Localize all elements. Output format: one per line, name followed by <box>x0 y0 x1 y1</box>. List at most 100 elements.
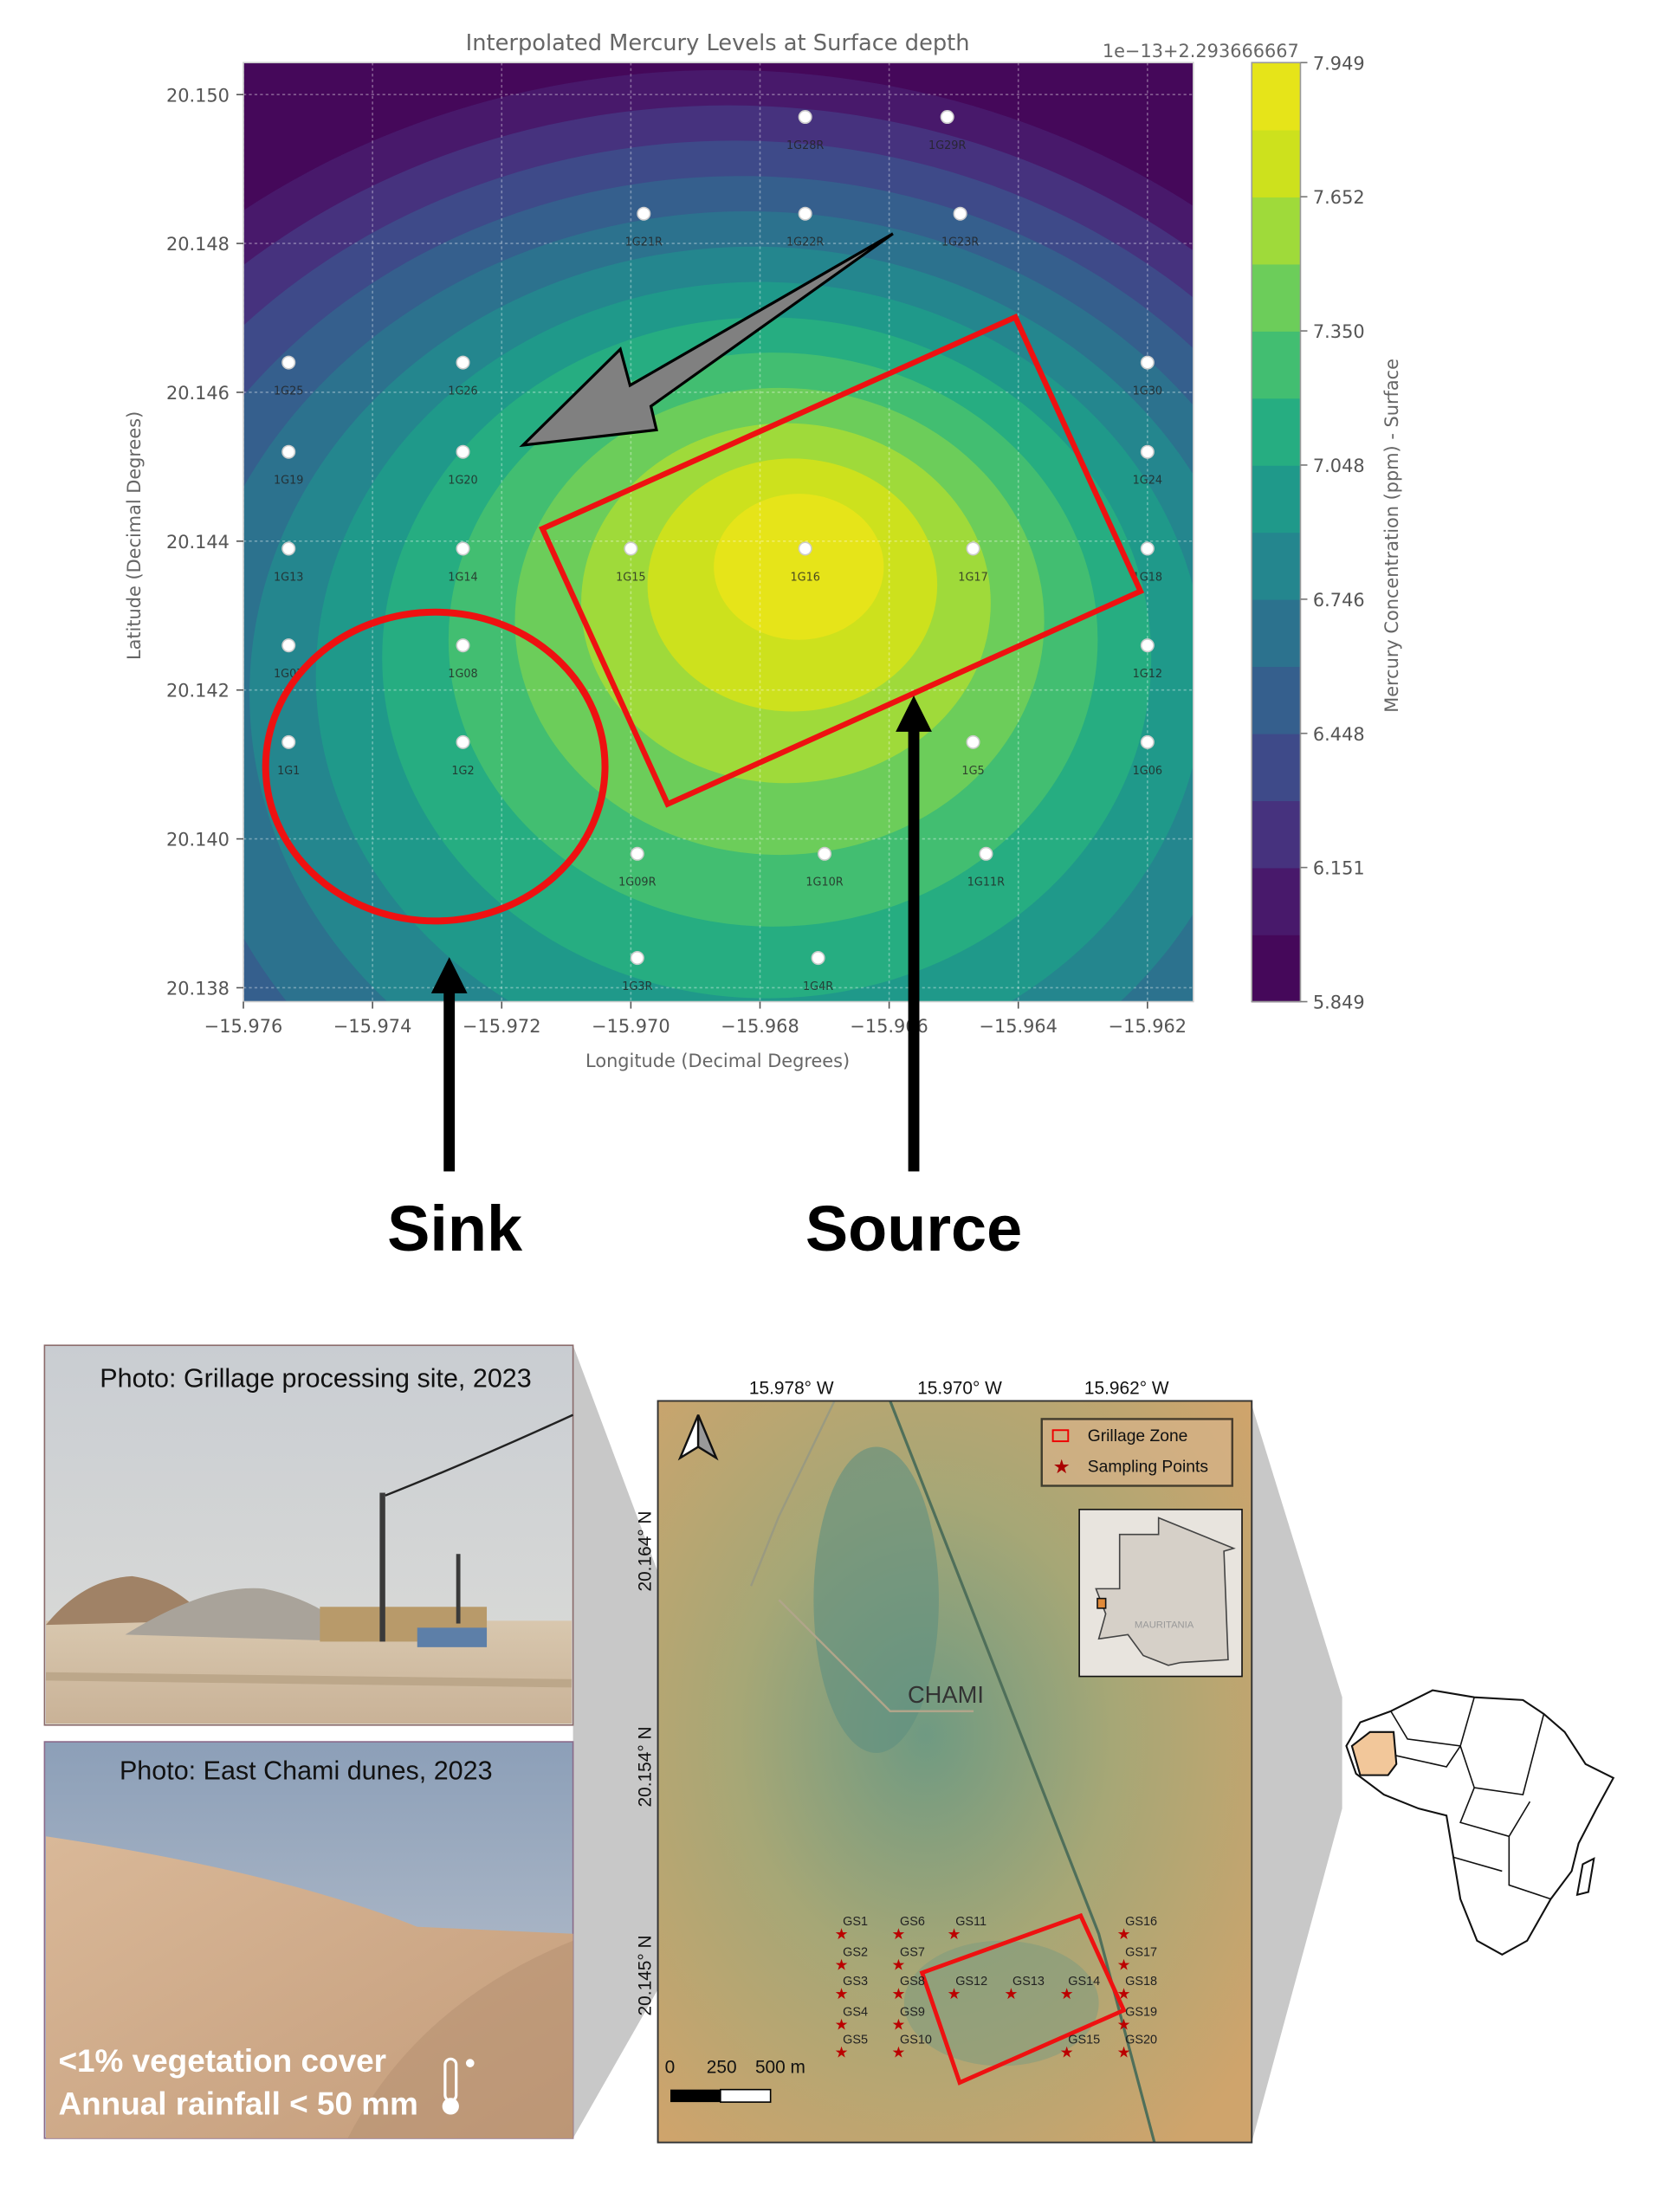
colorbar-band <box>1252 800 1301 869</box>
sample-point-marker <box>456 638 470 653</box>
y-tick-label: 20.144 <box>166 532 230 553</box>
sampling-star-icon: ★ <box>1060 1986 1074 2003</box>
colorbar-band <box>1252 263 1301 332</box>
sink-arrow <box>430 957 468 1172</box>
sample-point-label: 1G06 <box>1133 765 1162 778</box>
sampling-star-icon: ★ <box>948 1986 961 2003</box>
y-tick-label: 20.150 <box>166 85 230 106</box>
map-legend: Grillage Zone ★ Sampling Points <box>1040 1418 1233 1487</box>
colorbar-frame <box>1251 61 1302 1003</box>
sampling-point-label: GS13 <box>1012 1975 1045 1989</box>
sample-point-marker <box>456 541 470 556</box>
colorbar-band <box>1252 398 1301 466</box>
colorbar: 7.949 7.652 7.350 7.048 6.746 6.448 6.151 5.849 <box>1251 53 1365 1013</box>
sample-point-label: 1G17 <box>958 571 987 584</box>
sample-point-label: 1G16 <box>790 571 819 584</box>
africa-locator-map <box>1345 1689 1615 1957</box>
sample-point-marker <box>1140 541 1155 556</box>
thermometer-sun-icon <box>442 2057 475 2115</box>
sampling-point-label: GS19 <box>1125 2006 1157 2020</box>
sampling-star-icon: ★ <box>948 1926 961 1944</box>
sampling-star-icon: ★ <box>891 2045 905 2062</box>
sample-point-marker <box>966 541 980 556</box>
sample-point-marker <box>281 444 296 459</box>
sampling-star-icon: ★ <box>835 1957 849 1975</box>
colorbar-tick-label: 7.949 <box>1313 53 1365 74</box>
x-tick-label: −15.962 <box>1109 1016 1187 1037</box>
sample-point-label: 1G3R <box>622 980 652 993</box>
sample-point-label: 1G26 <box>448 385 477 398</box>
colorbar-tick-label: 6.448 <box>1313 724 1365 745</box>
y-tick-label: 20.148 <box>166 234 230 255</box>
plot-frame <box>243 61 1194 1003</box>
sample-point-marker <box>630 951 644 966</box>
sampling-point-label: GS15 <box>1068 2034 1100 2047</box>
sample-point-marker <box>811 951 825 966</box>
x-axis-label: Longitude (Decimal Degrees) <box>585 1051 850 1071</box>
sampling-point-label: GS4 <box>843 2006 868 2020</box>
sample-point-label: 1G08 <box>448 668 477 681</box>
sampling-star-icon: ★ <box>1117 1957 1131 1975</box>
sampling-star-icon: ★ <box>835 2045 849 2062</box>
y-tick-label: 20.142 <box>166 681 230 702</box>
grillage-zone-legend-icon <box>1051 1429 1070 1443</box>
sampling-points: ★GS1★GS2★GS3★GS4★GS5★GS6★GS7★GS8★GS9★GS1… <box>835 1915 1157 2062</box>
sample-point-marker <box>966 734 980 749</box>
sampling-star-icon: ★ <box>1117 1986 1131 2003</box>
sample-point-marker <box>798 109 812 125</box>
sampling-point-label: GS6 <box>900 1915 925 1929</box>
sampling-star-icon: ★ <box>891 1926 905 1944</box>
sample-point-marker <box>637 206 651 221</box>
sample-point-marker <box>456 734 470 749</box>
lon-label-1: 15.978° W <box>749 1378 834 1398</box>
sampling-star-icon: ★ <box>1117 1926 1131 1944</box>
sampling-star-icon: ★ <box>835 2017 849 2034</box>
sample-point-label: 1G18 <box>1133 571 1162 584</box>
colorbar-band <box>1252 598 1301 668</box>
legend-grillage-zone: Grillage Zone <box>1088 1427 1188 1446</box>
sample-point-marker <box>281 355 296 370</box>
sample-point-marker <box>940 109 954 125</box>
sample-point-marker <box>1140 355 1155 370</box>
sample-point-label: 1G10R <box>805 876 843 889</box>
transport-direction-arrow <box>519 232 894 448</box>
sampling-star-icon: ★ <box>835 1926 849 1944</box>
source-arrow <box>896 695 932 1172</box>
photo-connector <box>573 1345 658 2138</box>
lat-label-2: 20.154° N <box>636 1726 656 1807</box>
sample-point-label: 1G5 <box>961 765 984 778</box>
sample-point-marker <box>630 846 644 861</box>
sampling-point-label: GS18 <box>1125 1975 1157 1989</box>
sample-point-label: 1G23R <box>941 236 979 249</box>
sampling-star-icon: ★ <box>835 1986 849 2003</box>
sample-point-label: 1G12 <box>1133 668 1162 681</box>
source-label: Source <box>805 1193 1022 1264</box>
y-tick-label: 20.140 <box>166 830 230 851</box>
y-axis-label: Latitude (Decimal Degrees) <box>124 411 145 660</box>
sample-point-marker <box>1140 638 1155 653</box>
photo-2-caption: Photo: East Chami dunes, 2023 <box>120 1756 493 1785</box>
sampling-point-label: GS10 <box>900 2034 932 2047</box>
map-frame <box>657 1400 1253 2144</box>
colorbar-band <box>1252 867 1301 935</box>
x-tick-label: −15.968 <box>721 1016 799 1037</box>
colorbar-tick-label: 7.350 <box>1313 321 1365 342</box>
sampling-point-label: GS17 <box>1125 1945 1157 1959</box>
annual-rainfall-text: Annual rainfall < 50 mm <box>58 2086 417 2122</box>
colorbar-band <box>1252 733 1301 801</box>
grillage-zone-rectangle <box>919 1912 1127 2086</box>
x-tick-label: −15.970 <box>592 1016 670 1037</box>
sample-point-marker <box>798 206 812 221</box>
offset-label: 1e−13+2.293666667 <box>1103 41 1299 61</box>
sink-zone-circle <box>262 608 609 925</box>
sampling-point-legend-icon: ★ <box>1053 1456 1071 1478</box>
sampling-point-label: GS16 <box>1125 1915 1157 1929</box>
scale-label-0: 0 <box>665 2057 676 2077</box>
sampling-point-label: GS20 <box>1125 2034 1157 2047</box>
colorbar-tick-label: 7.652 <box>1313 187 1365 208</box>
colorbar-label: Mercury Concentration (ppm) - Surface <box>1381 359 1402 713</box>
sample-point-label: 1G25 <box>274 385 303 398</box>
sample-point-marker <box>624 541 638 556</box>
sampling-point-label: GS7 <box>900 1945 925 1959</box>
sampling-star-icon: ★ <box>1060 2045 1074 2062</box>
